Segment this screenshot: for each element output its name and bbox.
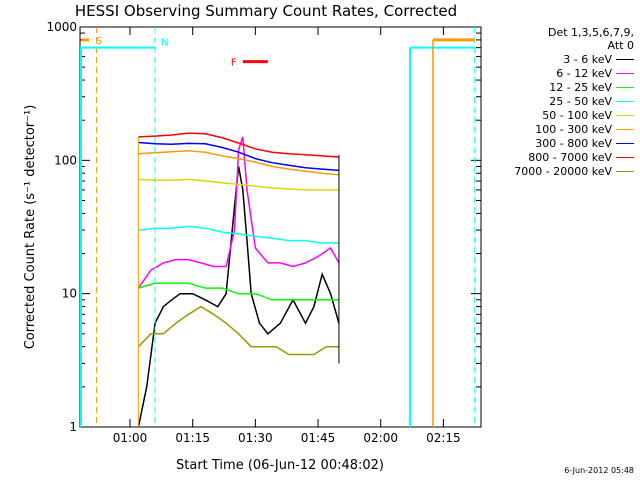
- legend-item-1: 6 - 12 keV: [464, 66, 634, 80]
- y-tick-label-0: 1: [69, 420, 77, 434]
- series-line-6: [138, 141, 339, 172]
- saa-label: S: [96, 36, 102, 47]
- y-axis-label: Corrected Count Rate (s⁻¹ detector⁻¹): [23, 105, 38, 350]
- legend: Det 1,3,5,6,7,9, Att 0 3 - 6 keV 6 - 12 k…: [464, 26, 634, 178]
- legend-label-7: 800 - 7000 keV: [528, 150, 612, 164]
- series-line-7: [138, 132, 339, 158]
- legend-item-8: 7000 - 20000 keV: [464, 164, 634, 178]
- x-tick-label-0: 01:00: [113, 431, 148, 445]
- series-line-5: [138, 149, 339, 176]
- x-tick-label-1: 01:15: [175, 431, 210, 445]
- legend-swatch-8: [616, 170, 634, 172]
- legend-swatch-7: [616, 156, 634, 158]
- legend-item-0: 3 - 6 keV: [464, 52, 634, 66]
- series-line-0: [137, 166, 340, 428]
- legend-item-7: 800 - 7000 keV: [464, 150, 634, 164]
- legend-label-8: 7000 - 20000 keV: [514, 164, 612, 178]
- legend-rows: 3 - 6 keV 6 - 12 keV 12 - 25 keV 25 - 50 ke…: [464, 52, 634, 178]
- timestamp: 6-Jun-2012 05:48: [564, 466, 634, 475]
- legend-label-3: 25 - 50 keV: [549, 94, 612, 108]
- legend-item-5: 100 - 300 keV: [464, 122, 634, 136]
- legend-label-6: 300 - 800 keV: [535, 136, 612, 150]
- night-label: N: [161, 38, 168, 49]
- x-tick-label-3: 01:45: [301, 431, 336, 445]
- legend-swatch-6: [616, 142, 634, 144]
- series-line-3: [138, 225, 339, 244]
- legend-detectors: Det 1,3,5,6,7,9,: [547, 26, 634, 39]
- legend-swatch-2: [616, 86, 634, 88]
- legend-label-1: 6 - 12 keV: [556, 66, 612, 80]
- y-tick-label-1: 10: [62, 287, 77, 301]
- data-marks: S N F: [80, 27, 476, 428]
- plot-frame: [79, 26, 482, 428]
- legend-swatch-1: [616, 72, 634, 74]
- x-tick-label-2: 01:30: [238, 431, 273, 445]
- legend-item-4: 50 - 100 keV: [464, 108, 634, 122]
- x-tick-label-5: 02:15: [426, 431, 461, 445]
- legend-label-2: 12 - 25 keV: [549, 80, 612, 94]
- legend-label-5: 100 - 300 keV: [535, 122, 612, 136]
- x-tick-label-4: 02:00: [363, 431, 398, 445]
- legend-item-6: 300 - 800 keV: [464, 136, 634, 150]
- y-tick-label-3: 1000: [46, 20, 77, 34]
- axis-ticks: 01:00 01:15 01:30 01:45 02:00 02:15 1 10 100 1000: [46, 20, 481, 445]
- legend-label-0: 3 - 6 keV: [563, 52, 612, 66]
- series-line-4: [138, 178, 339, 191]
- legend-attenuator: Att 0: [607, 39, 634, 52]
- legend-item-2: 12 - 25 keV: [464, 80, 634, 94]
- series-line-2: [138, 282, 339, 301]
- series-line-8: [137, 305, 339, 356]
- legend-swatch-5: [616, 128, 634, 130]
- flare-label: F: [231, 58, 237, 69]
- y-tick-label-2: 100: [54, 153, 77, 167]
- legend-item-3: 25 - 50 keV: [464, 94, 634, 108]
- legend-swatch-3: [616, 100, 634, 102]
- legend-swatch-4: [616, 114, 634, 116]
- chart-title: HESSI Observing Summary Count Rates, Cor…: [75, 2, 457, 20]
- legend-swatch-0: [616, 58, 634, 60]
- x-axis-label: Start Time (06-Jun-12 00:48:02): [176, 458, 384, 473]
- legend-label-4: 50 - 100 keV: [542, 108, 612, 122]
- series-line-1: [137, 136, 340, 289]
